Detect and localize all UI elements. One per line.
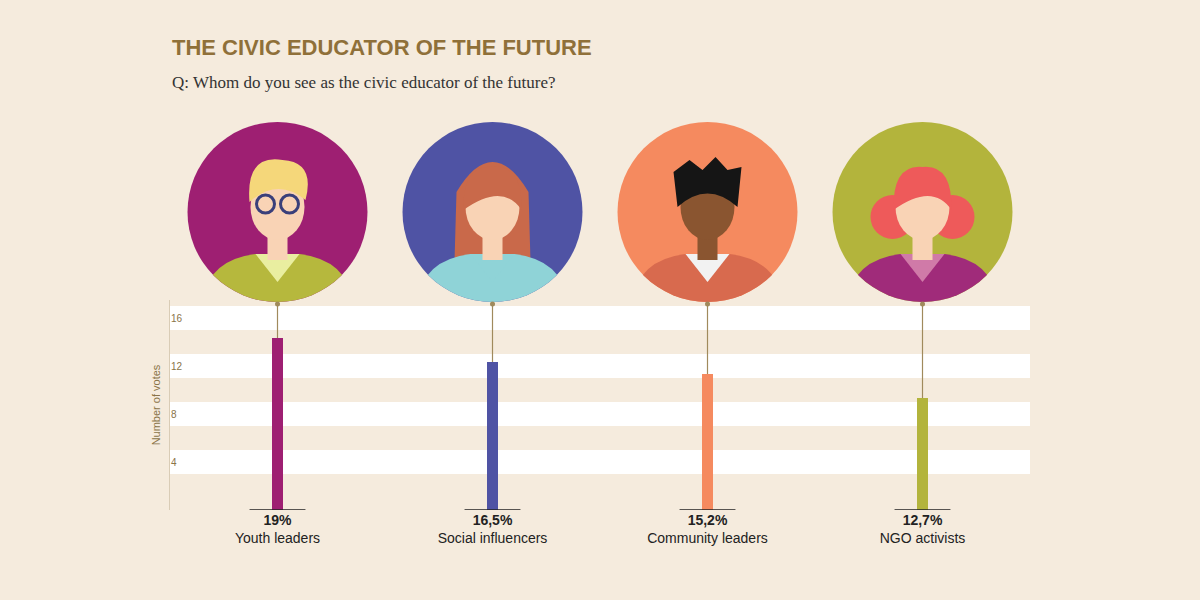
svg-text:4: 4 — [171, 457, 177, 468]
svg-text:8: 8 — [171, 409, 177, 420]
svg-text:12,7%NGO activists: 12,7%NGO activists — [880, 512, 966, 546]
svg-text:15,2%Community leaders: 15,2%Community leaders — [647, 512, 768, 546]
svg-text:Q: Whom do you see as the civi: Q: Whom do you see as the civic educator… — [172, 73, 555, 92]
svg-text:16: 16 — [171, 313, 183, 324]
svg-text:Number of votes: Number of votes — [150, 364, 162, 445]
svg-text:12: 12 — [171, 361, 183, 372]
svg-text:THE CIVIC EDUCATOR OF THE FUTU: THE CIVIC EDUCATOR OF THE FUTURE — [172, 35, 592, 60]
svg-text:19%Youth leaders: 19%Youth leaders — [235, 512, 320, 546]
svg-text:16,5%Social influencers: 16,5%Social influencers — [438, 512, 548, 546]
